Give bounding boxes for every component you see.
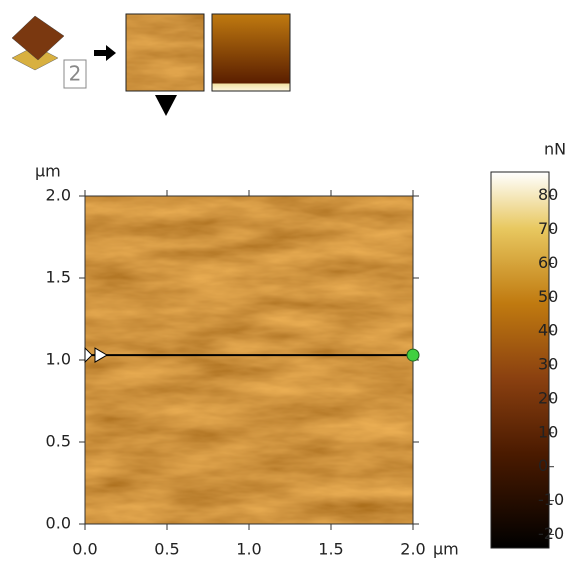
- layer-icon-top[interactable]: [11, 15, 65, 61]
- y-tick-label: 1.5: [46, 268, 71, 287]
- y-tick-label: 1.0: [46, 350, 71, 369]
- x-unit: µm: [433, 540, 459, 559]
- colorbar-tick-label: -10: [538, 490, 564, 509]
- thumbnail-border: [125, 13, 205, 92]
- colorbar-tick-label: 70: [538, 219, 558, 238]
- arrow: [94, 45, 116, 61]
- colorbar-tick-label: 20: [538, 388, 558, 407]
- colorbar-tick-label: -20: [538, 524, 564, 543]
- x-tick-label: 1.5: [318, 540, 343, 559]
- x-tick-label: 2.0: [400, 540, 425, 559]
- colorbar-unit: nN: [544, 140, 566, 159]
- y-tick-label: 2.0: [46, 186, 71, 205]
- thumbnail-raw[interactable]: [125, 13, 205, 92]
- toolbar: 2: [11, 13, 291, 116]
- cursor-handle[interactable]: [84, 346, 93, 364]
- x-tick-label: 0.0: [72, 540, 97, 559]
- channel-badge[interactable]: 2: [69, 62, 82, 86]
- colorbar: [490, 171, 550, 549]
- colorbar-tick-label: 80: [538, 185, 558, 204]
- y-tick-label: 0.5: [46, 432, 71, 451]
- x-tick-label: 0.5: [154, 540, 179, 559]
- y-tick-label: 0.0: [46, 514, 71, 533]
- colorbar-tick-label: 40: [538, 321, 558, 340]
- cursor-end[interactable]: [406, 348, 420, 362]
- selection-marker: [155, 95, 177, 116]
- thumbnail-processed[interactable]: [211, 13, 291, 92]
- cursor-handle-2[interactable]: [94, 347, 108, 363]
- colorbar-tick-label: 10: [538, 422, 558, 441]
- channel-badge-box[interactable]: [63, 59, 87, 89]
- colorbar-tick-label: 50: [538, 287, 558, 306]
- colorbar-tick-label: 60: [538, 253, 558, 272]
- y-unit: µm: [35, 162, 61, 181]
- x-tick-label: 1.0: [236, 540, 261, 559]
- afm-image: [85, 196, 413, 524]
- colorbar-tick-label: 30: [538, 355, 558, 374]
- colorbar-tick-label: 0: [538, 456, 548, 475]
